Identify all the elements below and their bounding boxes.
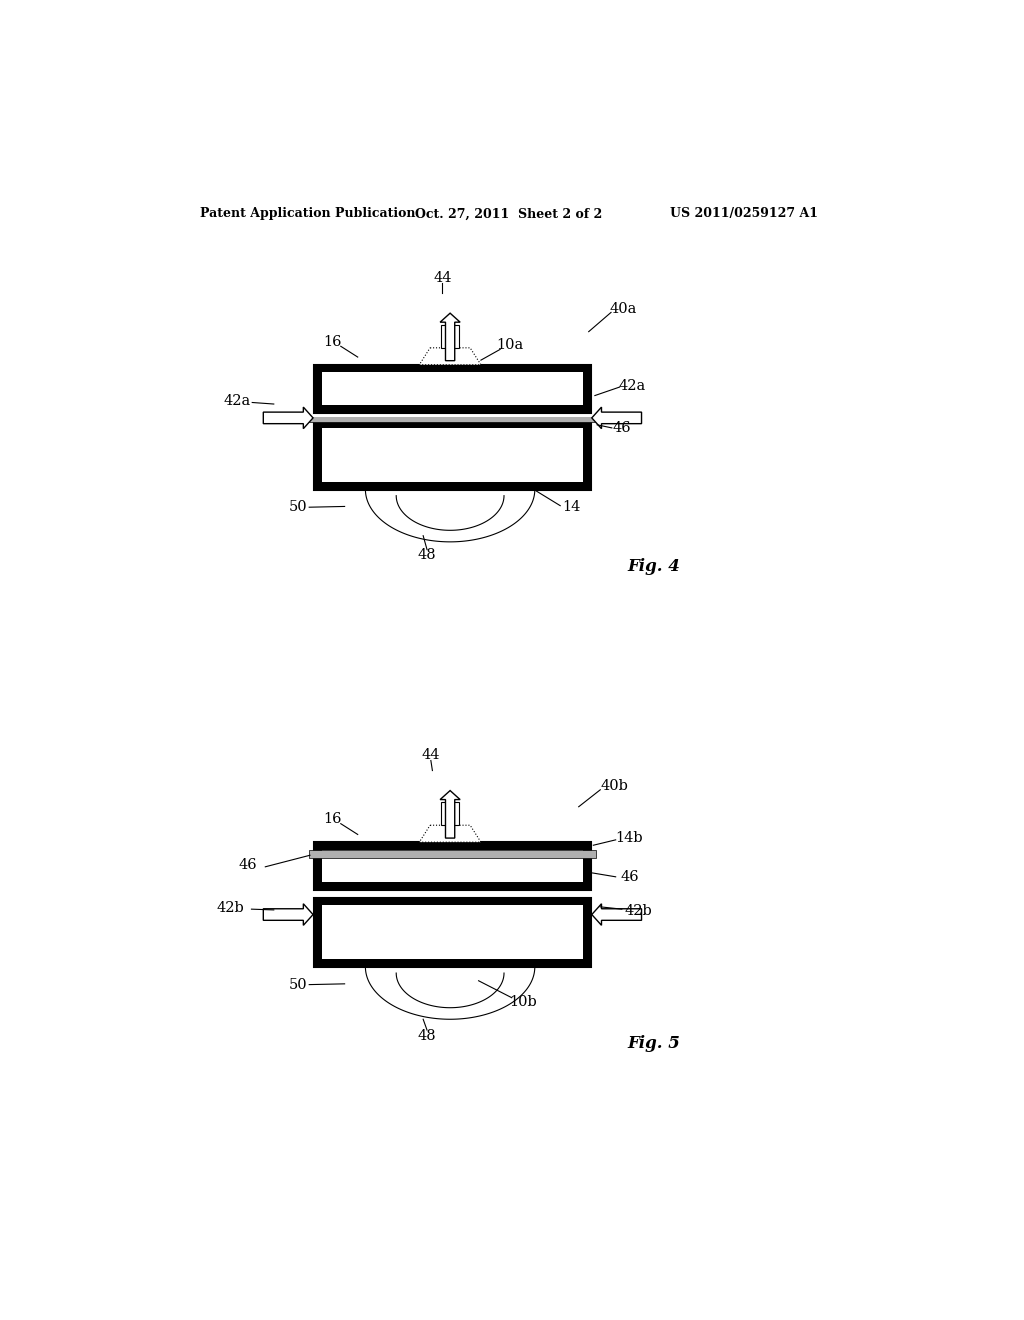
Text: 46: 46 [612,421,631,434]
Polygon shape [263,407,313,429]
Text: 42a: 42a [618,379,646,392]
Bar [441,325,460,348]
Bar [322,906,584,960]
Text: 44: 44 [422,748,440,762]
Polygon shape [263,904,313,925]
Polygon shape [440,791,460,838]
Polygon shape [419,348,481,364]
Text: 50: 50 [289,978,307,991]
Text: Fig. 5: Fig. 5 [628,1035,680,1052]
Text: Oct. 27, 2011  Sheet 2 of 2: Oct. 27, 2011 Sheet 2 of 2 [416,207,603,220]
Text: 42b: 42b [625,904,652,919]
Text: 16: 16 [323,812,342,826]
Text: 14b: 14b [615,830,643,845]
Text: 48: 48 [418,548,436,562]
Polygon shape [440,313,460,360]
Text: 14: 14 [562,500,581,515]
Text: 46: 46 [621,870,639,884]
Text: 42a: 42a [223,393,251,408]
Text: 50: 50 [289,500,307,515]
Text: 48: 48 [418,1030,436,1043]
Polygon shape [592,904,641,925]
Bar [309,414,596,422]
Text: 42b: 42b [217,900,245,915]
Polygon shape [419,825,481,842]
Text: US 2011/0259127 A1: US 2011/0259127 A1 [670,207,817,220]
Polygon shape [592,407,641,429]
Bar [313,898,591,966]
Text: 10a: 10a [496,338,523,351]
Text: 46: 46 [239,858,257,873]
Bar [313,842,591,890]
Text: 40b: 40b [600,779,628,793]
Bar [441,803,460,825]
Text: 10b: 10b [509,994,538,1008]
Text: 16: 16 [323,335,342,348]
Bar [313,364,591,412]
Bar [310,414,594,417]
Bar [322,850,584,882]
Bar [322,428,584,482]
Bar [313,420,591,490]
Text: 40a: 40a [609,301,637,315]
Bar [322,372,584,405]
Text: 44: 44 [433,271,452,285]
Text: Patent Application Publication: Patent Application Publication [200,207,416,220]
Text: Fig. 4: Fig. 4 [628,558,680,576]
Bar [309,850,596,858]
